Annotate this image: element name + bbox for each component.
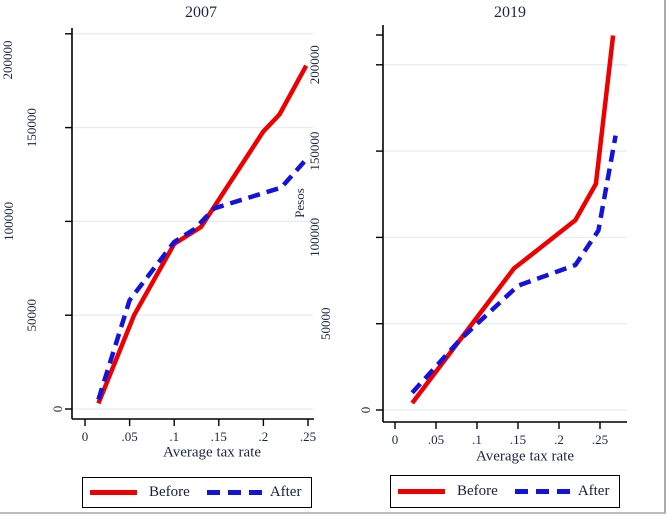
panel0-series-after (96, 158, 308, 401)
panel0-ytick-label-150000: 150000 (24, 108, 39, 147)
panel0-xtick-label-.05: .05 (121, 429, 137, 444)
panel-title-2007: 2007 (185, 4, 217, 21)
panel1-xtick-label-0: 0 (392, 432, 399, 447)
panel-title-2019: 2019 (494, 4, 526, 21)
legend-before-line-swatch (398, 489, 445, 494)
panel1-series-after (410, 135, 618, 395)
panel1-xtick-label-.25: .25 (592, 432, 608, 447)
panel0-xtick-label-.2: .2 (259, 429, 269, 444)
panel1-ytick-label-150000: 150000 (307, 132, 322, 171)
panel1-ytick-label-200000: 200000 (307, 45, 322, 84)
panel1-ytick-label-50000: 50000 (318, 307, 333, 340)
panel0-xtick-label-.15: .15 (211, 429, 227, 444)
panel0-ytick-label-100000: 100000 (1, 202, 16, 241)
legend-after-label: After (577, 483, 610, 499)
legend-before-line-swatch (90, 490, 137, 495)
legend-2019: Before After (390, 475, 620, 508)
legend-after-line-swatch (206, 490, 263, 495)
panel1-y-axis-title: Pesos (292, 188, 307, 218)
panel1-xtick-label-.05: .05 (428, 432, 444, 447)
x-axis-title-right: Average tax rate (476, 448, 574, 465)
legend-after-line-swatch (514, 489, 571, 494)
panel0-xtick-label-0: 0 (82, 429, 89, 444)
panel1-xtick-label-.15: .15 (510, 432, 526, 447)
x-axis-title-left: Average tax rate (163, 444, 261, 461)
panel0-xtick-label-.25: .25 (300, 429, 316, 444)
legend-after-label: After (269, 484, 302, 500)
panel0-ytick-label-50000: 50000 (24, 299, 39, 332)
legend-2007: Before After (82, 477, 312, 508)
panel0-ytick-label-0: 0 (50, 406, 65, 413)
legend-before-label: Before (149, 484, 190, 500)
panel0-series-before (96, 64, 309, 405)
panel0-xtick-label-.1: .1 (169, 429, 179, 444)
panel1-series-before (410, 35, 616, 405)
panel1-xtick-label-.1: .1 (472, 432, 482, 447)
panel1-ytick-label-100000: 100000 (307, 218, 322, 257)
panel1-xtick-label-.2: .2 (554, 432, 564, 447)
panel0-ytick-label-200000: 200000 (0, 41, 15, 80)
panel1-ytick-label-0: 0 (358, 407, 373, 414)
legend-before-label: Before (457, 483, 498, 499)
